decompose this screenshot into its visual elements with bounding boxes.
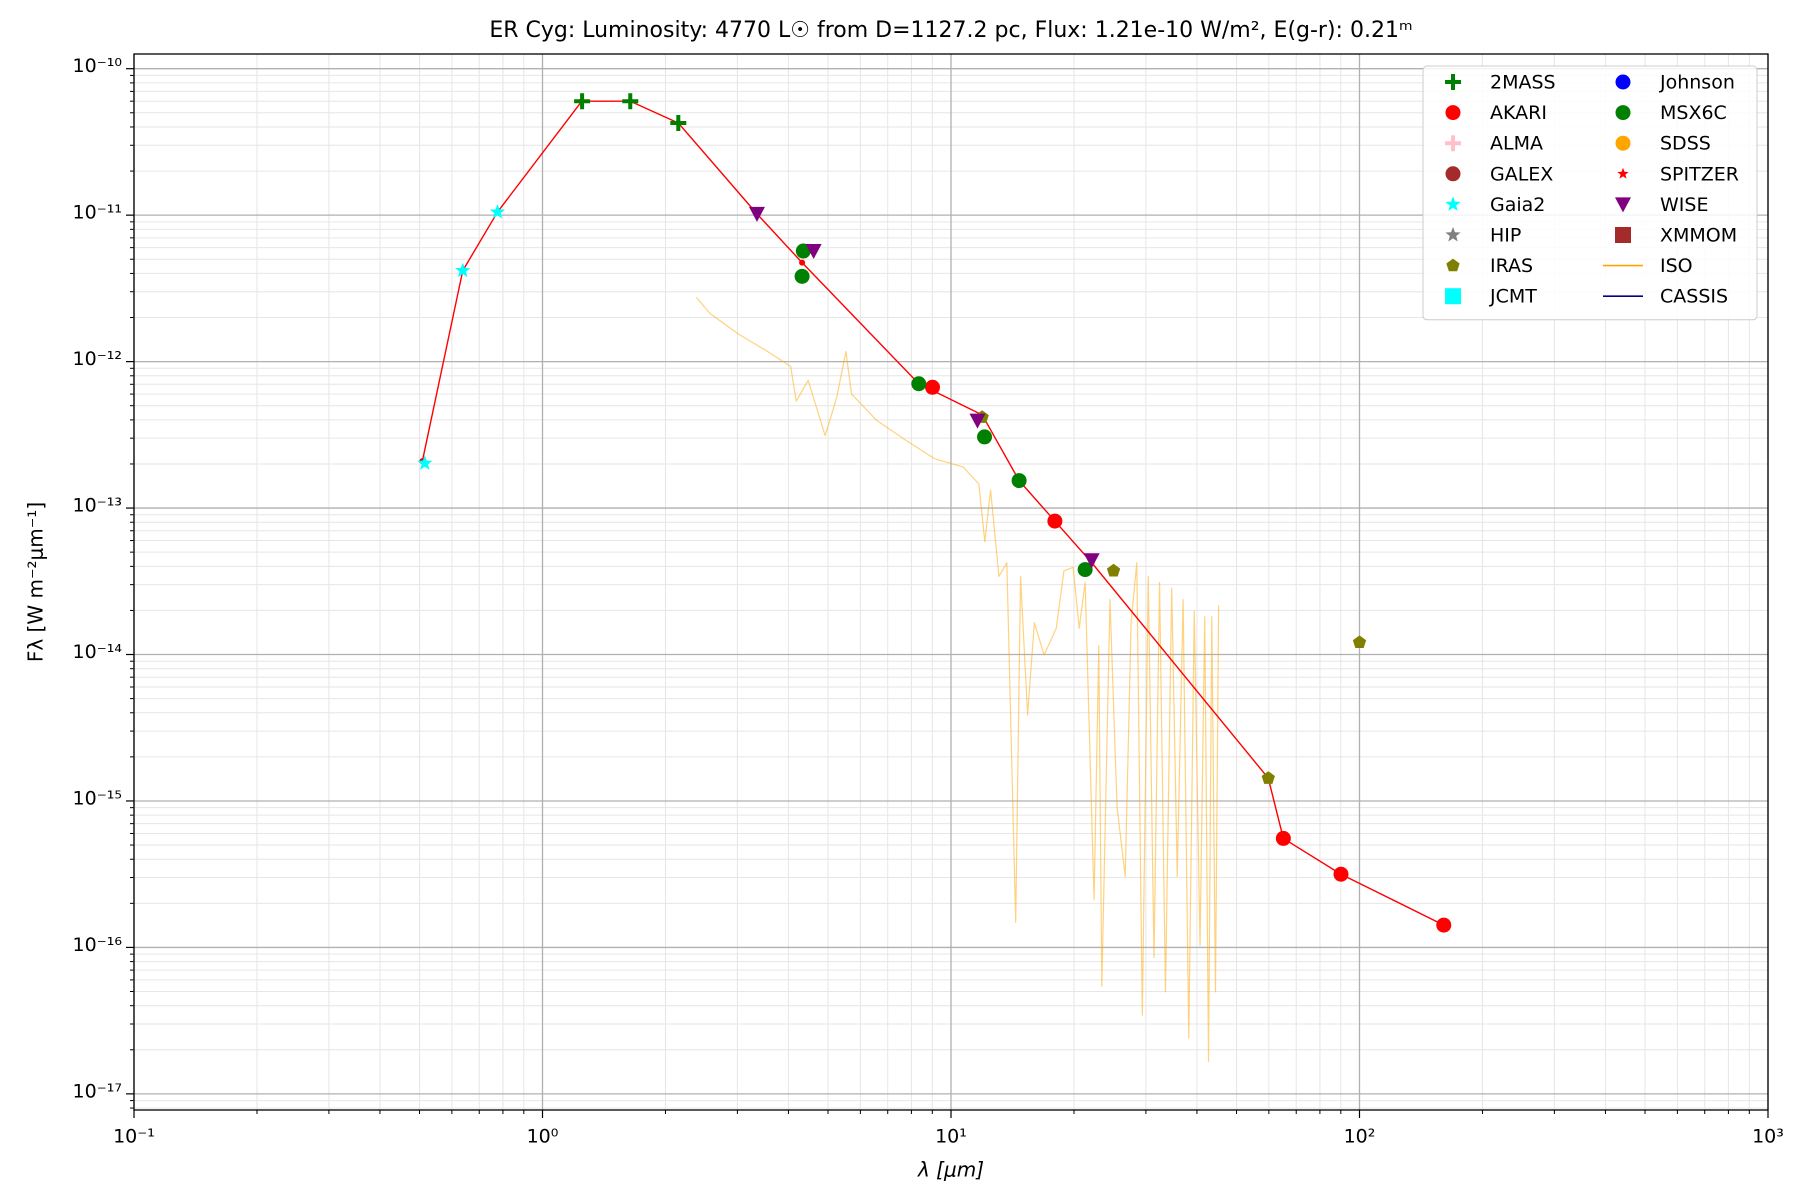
legend-marker: [1445, 196, 1461, 211]
legend-marker: [1615, 227, 1631, 243]
legend-label: XMMOM: [1660, 225, 1737, 247]
marker: [574, 93, 591, 110]
marker: [670, 114, 687, 131]
legend-marker: [1446, 258, 1460, 272]
legend-label: JCMT: [1489, 286, 1537, 308]
y-tick-label: 10⁻¹⁶: [73, 934, 122, 956]
legend-label: ISO: [1660, 255, 1693, 277]
x-axis-label: λ [μm]: [917, 1158, 984, 1182]
x-tick-label: 10³: [1752, 1126, 1784, 1148]
y-tick-label: 10⁻¹²: [73, 348, 122, 370]
marker: [925, 379, 941, 395]
y-tick-label: 10⁻¹⁴: [73, 641, 123, 663]
legend-marker: [1445, 166, 1461, 182]
legend-label: AKARI: [1490, 102, 1547, 124]
legend-marker: [1445, 288, 1461, 305]
legend-label: HIP: [1490, 225, 1521, 247]
legend-label: Johnson: [1659, 72, 1735, 94]
legend-marker: [1615, 197, 1631, 213]
marker: [794, 268, 810, 284]
legend-marker: [1615, 135, 1631, 151]
marker: [1352, 635, 1367, 649]
y-tick-label: 10⁻¹⁷: [73, 1080, 122, 1102]
marker: [911, 376, 927, 392]
marker: [805, 244, 822, 260]
legend-label: SPITZER: [1660, 163, 1739, 185]
legend-label: GALEX: [1490, 163, 1553, 185]
marker: [1106, 563, 1121, 577]
marker: [417, 455, 433, 470]
legend-label: ALMA: [1490, 133, 1543, 155]
marker: [1011, 473, 1027, 489]
legend-box: [1422, 65, 1758, 321]
plot-frame: [133, 53, 1769, 1111]
legend: 2MASS AKARI ALMA GALEX Gaia2 HIP IRAS JCMT Johns…: [1422, 65, 1758, 321]
y-tick-label: 10⁻¹¹: [73, 202, 122, 224]
legend-label: 2MASS: [1490, 72, 1556, 94]
chart-title: ER Cyg: Luminosity: 4770 L☉ from D=1127.…: [489, 18, 1412, 43]
legend-marker: [1445, 227, 1461, 242]
legend-label: WISE: [1660, 194, 1708, 216]
series-line: [695, 296, 1220, 1062]
x-tick-label: 10⁻¹: [113, 1126, 155, 1148]
marker: [1083, 553, 1100, 569]
marker: [622, 93, 639, 110]
y-tick-label: 10⁻¹⁰: [73, 55, 122, 77]
marker: [748, 206, 765, 222]
legend-marker: [1445, 74, 1461, 90]
legend-marker: [1615, 105, 1631, 121]
legend-label: Gaia2: [1490, 194, 1545, 216]
y-axis-label: Fλ [W m⁻²μm⁻¹]: [24, 502, 48, 662]
y-tick-label: 10⁻¹⁵: [73, 787, 122, 809]
legend-label: IRAS: [1490, 255, 1533, 277]
legend-label: SDSS: [1660, 133, 1711, 155]
legend-label: MSX6C: [1660, 102, 1727, 124]
x-tick-label: 10²: [1344, 1126, 1376, 1148]
legend-marker: [1617, 167, 1629, 179]
marker: [977, 429, 993, 445]
marker: [1077, 562, 1093, 578]
legend-marker: [1615, 74, 1631, 90]
marker: [1333, 866, 1349, 882]
marker: [1275, 830, 1291, 846]
marker: [969, 413, 986, 429]
y-tick-label: 10⁻¹³: [73, 495, 122, 517]
marker: [1261, 771, 1275, 784]
marker: [489, 204, 506, 219]
legend-marker: [1445, 105, 1461, 121]
marker: [799, 259, 806, 266]
marker: [795, 243, 811, 259]
marker: [1436, 917, 1452, 933]
legend-marker: [1445, 135, 1461, 152]
legend-label: CASSIS: [1660, 286, 1728, 308]
marker: [1047, 513, 1063, 529]
x-tick-label: 10⁰: [527, 1126, 559, 1148]
marker: [455, 262, 471, 278]
x-tick-label: 10¹: [935, 1126, 967, 1148]
